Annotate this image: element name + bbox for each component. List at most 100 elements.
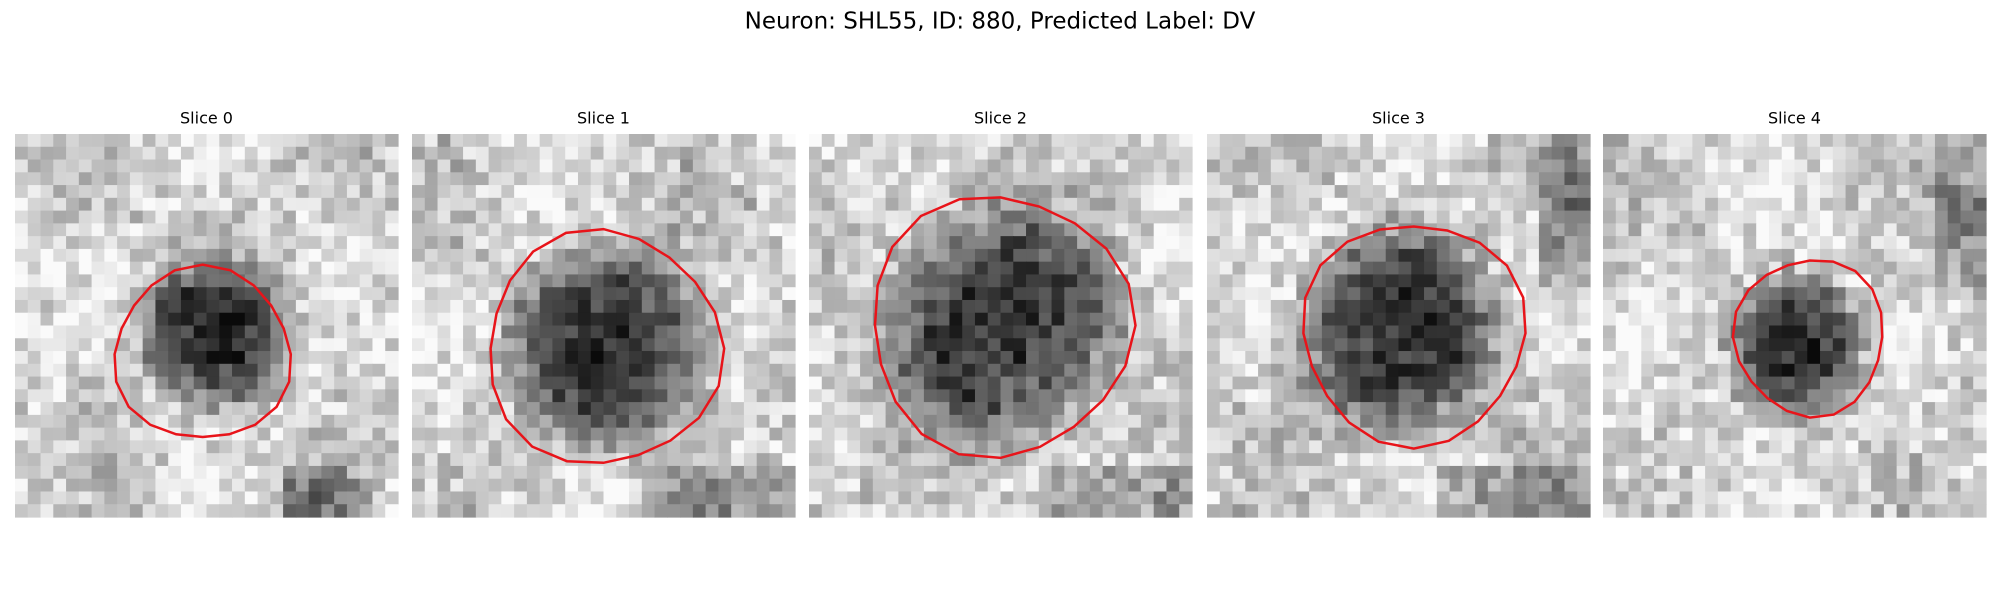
pixel xyxy=(590,465,605,480)
pixel xyxy=(1564,338,1578,352)
pixel xyxy=(782,453,796,467)
pixel xyxy=(987,299,1002,314)
pixel xyxy=(705,261,719,276)
pixel xyxy=(1258,236,1272,250)
pixel xyxy=(1832,427,1847,441)
pixel xyxy=(1424,351,1438,365)
pixel xyxy=(1883,389,1898,403)
pixel xyxy=(1424,453,1438,467)
pixel xyxy=(1258,427,1272,441)
pixel xyxy=(1781,363,1796,378)
pixel xyxy=(949,172,963,186)
pixel xyxy=(334,465,348,480)
pixel xyxy=(1500,287,1514,301)
pixel xyxy=(501,299,515,314)
pixel xyxy=(450,299,464,314)
pixel xyxy=(1628,440,1642,454)
pixel xyxy=(1270,197,1285,212)
pixel xyxy=(898,134,912,148)
pixel xyxy=(1140,185,1155,199)
pixel xyxy=(206,376,220,390)
pixel xyxy=(1102,134,1116,148)
pixel xyxy=(1207,261,1221,276)
pixel xyxy=(1526,236,1540,250)
pixel xyxy=(743,274,758,288)
pixel xyxy=(412,185,426,199)
pixel xyxy=(603,427,617,441)
pixel xyxy=(1973,504,1987,518)
pixel xyxy=(1385,172,1400,186)
pixel xyxy=(809,427,823,441)
pixel xyxy=(987,453,1002,467)
pixel xyxy=(1424,376,1438,390)
pixel xyxy=(1705,491,1719,505)
pixel xyxy=(1000,402,1014,416)
pixel xyxy=(1947,210,1962,224)
pixel xyxy=(834,185,848,199)
pixel xyxy=(834,453,848,467)
pixel xyxy=(1768,491,1783,505)
pixel xyxy=(847,159,861,173)
pixel xyxy=(295,223,310,237)
pixel xyxy=(1232,338,1246,352)
pixel xyxy=(847,210,861,224)
pixel xyxy=(1398,491,1412,505)
pixel xyxy=(1858,414,1872,429)
pixel xyxy=(756,312,771,327)
pixel xyxy=(1038,351,1053,365)
pixel xyxy=(1960,312,1974,327)
pixel xyxy=(821,134,836,148)
pixel xyxy=(718,402,732,416)
pixel xyxy=(180,197,195,212)
pixel xyxy=(1934,491,1949,505)
pixel xyxy=(244,172,259,186)
pixel xyxy=(616,478,630,493)
pixel xyxy=(1717,351,1732,365)
pixel xyxy=(654,427,668,441)
pixel xyxy=(78,197,93,212)
pixel xyxy=(257,414,271,429)
pixel xyxy=(641,453,656,467)
pixel xyxy=(334,172,348,186)
pixel xyxy=(654,185,668,199)
pixel xyxy=(1347,504,1361,518)
pixel xyxy=(117,491,131,505)
pixel xyxy=(1258,287,1272,301)
pixel xyxy=(539,210,554,224)
pixel xyxy=(1179,376,1193,390)
pixel xyxy=(1179,325,1193,339)
pixel xyxy=(463,146,477,161)
pixel xyxy=(1077,376,1091,390)
pixel xyxy=(974,274,989,288)
pixel xyxy=(1000,491,1014,505)
pixel xyxy=(603,312,617,327)
pixel xyxy=(180,402,195,416)
pixel xyxy=(257,427,271,441)
pixel xyxy=(1219,185,1234,199)
pixel xyxy=(577,325,592,339)
pixel xyxy=(539,504,554,518)
pixel xyxy=(1296,261,1310,276)
pixel xyxy=(1947,172,1962,186)
pixel xyxy=(1832,287,1847,301)
pixel xyxy=(1179,134,1193,148)
pixel xyxy=(526,453,541,467)
pixel xyxy=(1845,185,1859,199)
pixel xyxy=(680,325,694,339)
pixel xyxy=(987,312,1002,327)
pixel xyxy=(1513,172,1527,186)
pixel xyxy=(1679,261,1693,276)
pixel xyxy=(1845,159,1859,173)
pixel xyxy=(244,248,259,263)
pixel xyxy=(898,274,912,288)
pixel xyxy=(1102,197,1116,212)
pixel xyxy=(1871,223,1885,237)
pixel xyxy=(629,299,643,314)
pixel xyxy=(1179,453,1193,467)
pixel xyxy=(1064,134,1078,148)
pixel xyxy=(1179,223,1193,237)
pixel xyxy=(1385,312,1400,327)
pixel xyxy=(911,465,925,480)
pixel xyxy=(923,491,938,505)
pixel xyxy=(1781,134,1796,148)
